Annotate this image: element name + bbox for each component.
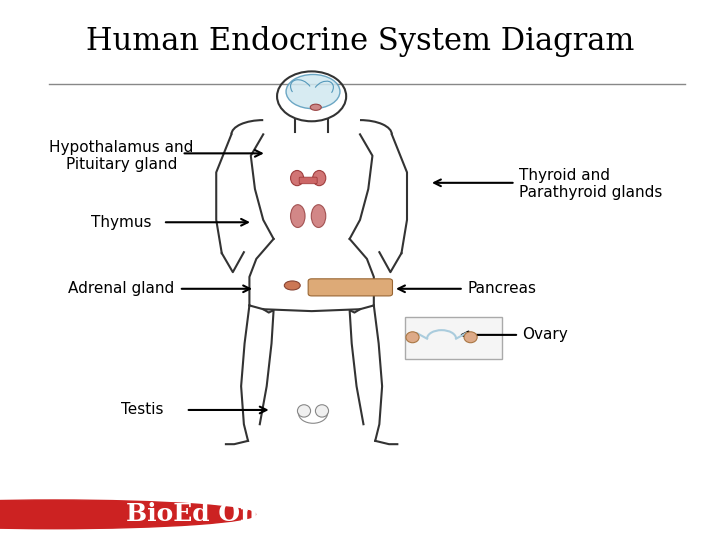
Ellipse shape: [291, 205, 305, 227]
Text: Thyroid and
Parathyroid glands: Thyroid and Parathyroid glands: [519, 168, 662, 200]
Text: Hypothalamus and
Pituitary gland: Hypothalamus and Pituitary gland: [50, 139, 194, 172]
FancyBboxPatch shape: [300, 177, 317, 184]
Ellipse shape: [286, 75, 340, 109]
Text: Pancreas: Pancreas: [467, 281, 536, 296]
Ellipse shape: [291, 171, 304, 186]
Text: Adrenal gland: Adrenal gland: [68, 281, 175, 296]
Ellipse shape: [315, 405, 328, 417]
Text: Testis: Testis: [121, 402, 163, 417]
Circle shape: [0, 500, 256, 529]
Ellipse shape: [297, 405, 310, 417]
Text: Human Endocrine System Diagram: Human Endocrine System Diagram: [86, 26, 634, 57]
FancyBboxPatch shape: [308, 279, 392, 296]
Ellipse shape: [312, 171, 325, 186]
Text: BioEd Online: BioEd Online: [126, 502, 312, 526]
Ellipse shape: [311, 205, 325, 227]
Ellipse shape: [464, 332, 477, 343]
Text: Thymus: Thymus: [91, 215, 152, 230]
Ellipse shape: [406, 332, 419, 343]
FancyBboxPatch shape: [405, 317, 502, 359]
Ellipse shape: [284, 281, 300, 290]
Text: Ovary: Ovary: [523, 327, 568, 342]
Ellipse shape: [316, 281, 332, 290]
Ellipse shape: [310, 104, 321, 110]
